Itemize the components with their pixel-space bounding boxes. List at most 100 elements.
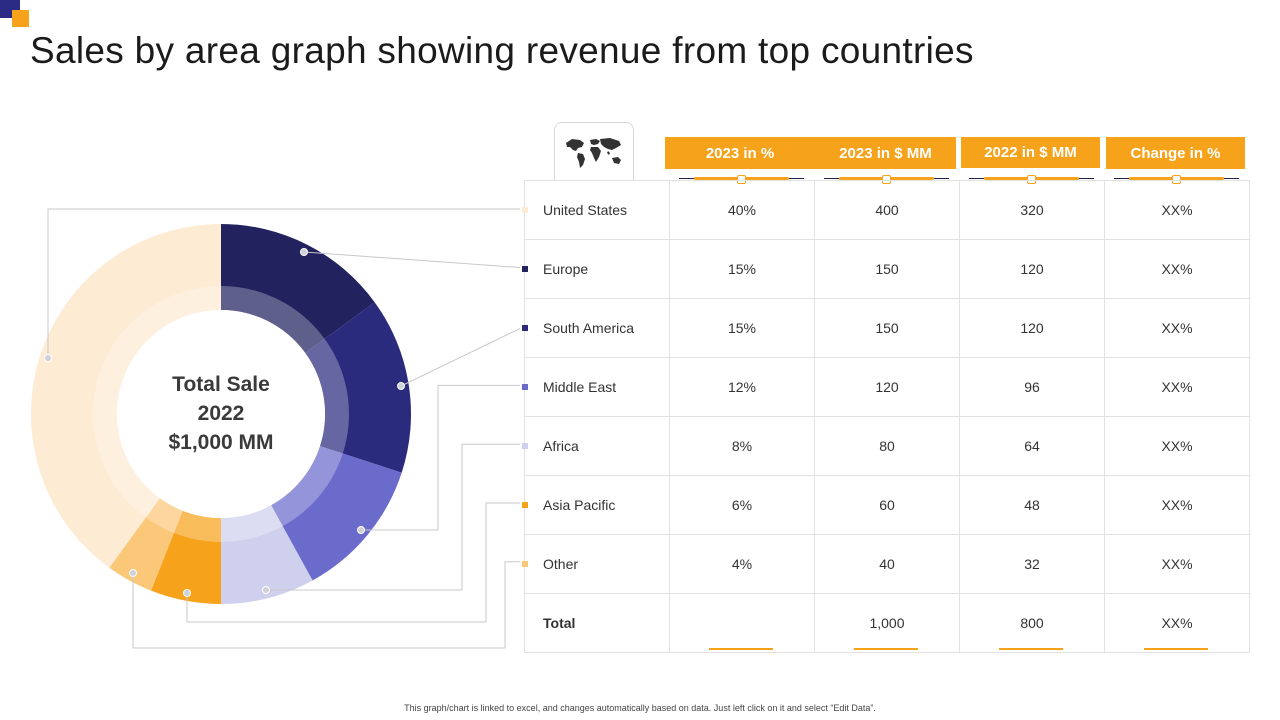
change-cell: XX% [1104, 239, 1250, 299]
row-name-cell: Other [522, 534, 670, 594]
table-row: Africa 8% 80 64 XX% [522, 416, 1250, 476]
leader-line [186, 502, 520, 623]
leader-dot [397, 382, 405, 390]
donut-slice [271, 446, 402, 581]
center-line-3: $1,000 MM [168, 431, 274, 454]
table-row: South America 15% 150 120 XX% [522, 298, 1250, 358]
legend-swatch [522, 384, 528, 390]
row-name: Africa [543, 438, 579, 454]
header-2023-mm: 2023 in $ MM [815, 137, 956, 169]
donut-center-label: Total Sale 2022 $1,000 MM [121, 370, 321, 457]
pct-cell: 6% [669, 475, 815, 535]
v2022-cell: 120 [959, 298, 1105, 358]
row-name-cell: Middle East [522, 357, 670, 417]
leader-dot [44, 354, 52, 362]
row-name-cell: United States [522, 180, 670, 240]
change-cell: XX% [1104, 475, 1250, 535]
row-name: South America [543, 320, 635, 336]
v2023-cell: 400 [814, 180, 960, 240]
donut-inner-ring [93, 286, 349, 542]
total-v2023-cell: 1,000 [814, 593, 960, 653]
v2022-cell: 48 [959, 475, 1105, 535]
row-name: Europe [543, 261, 589, 277]
row-name-cell: South America [522, 298, 670, 358]
pct-cell: 40% [669, 180, 815, 240]
legend-swatch [522, 502, 528, 508]
donut-hole [117, 310, 325, 518]
legend-swatch [522, 207, 528, 213]
footer-note: This graph/chart is linked to excel, and… [404, 703, 876, 713]
header-2022-mm: 2022 in $ MM [961, 137, 1100, 168]
leader-dot [357, 526, 365, 534]
donut-chart [30, 208, 520, 649]
page-title: Sales by area graph showing revenue from… [30, 30, 974, 71]
center-line-2: 2022 [197, 402, 245, 425]
bottom-accent [854, 648, 918, 650]
pct-cell: 12% [669, 357, 815, 417]
center-line-1: Total Sale [172, 373, 270, 396]
leader-dot [300, 248, 308, 256]
legend-swatch [522, 561, 528, 567]
table-row: Asia Pacific 6% 60 48 XX% [522, 475, 1250, 535]
pct-cell: 15% [669, 298, 815, 358]
row-name-cell: Asia Pacific [522, 475, 670, 535]
v2022-cell: 120 [959, 239, 1105, 299]
total-change-cell: XX% [1104, 593, 1250, 653]
table-row: Other 4% 40 32 XX% [522, 534, 1250, 594]
table-row: Europe 15% 150 120 XX% [522, 239, 1250, 299]
bottom-accent [1144, 648, 1208, 650]
row-name-cell: Europe [522, 239, 670, 299]
legend-swatch [522, 325, 528, 331]
v2023-cell: 80 [814, 416, 960, 476]
table-row: United States 40% 400 320 XX% [522, 180, 1250, 240]
v2023-cell: 60 [814, 475, 960, 535]
total-v2022-cell: 800 [959, 593, 1105, 653]
donut-slice [305, 302, 412, 473]
row-name: Other [543, 556, 579, 572]
world-map-icon [566, 138, 621, 168]
donut-slice [151, 510, 221, 604]
table-row: Middle East 12% 120 96 XX% [522, 357, 1250, 417]
legend-swatch [522, 266, 528, 272]
v2023-cell: 150 [814, 239, 960, 299]
v2022-cell: 64 [959, 416, 1105, 476]
header-change-pct: Change in % [1106, 137, 1245, 169]
leader-dot [129, 569, 137, 577]
leader-line [266, 443, 520, 591]
total-label: Total [524, 593, 670, 653]
leader-line [303, 251, 520, 269]
leader-line [400, 327, 520, 387]
row-name: United States [543, 202, 628, 218]
total-row: Total 1,000 800 XX% [524, 593, 1250, 653]
bottom-accent [999, 648, 1063, 650]
donut-slice [221, 505, 313, 604]
pct-cell: 15% [669, 239, 815, 299]
leader-dot [262, 586, 270, 594]
v2023-cell: 120 [814, 357, 960, 417]
leader-line [132, 561, 520, 649]
v2023-cell: 150 [814, 298, 960, 358]
leader-dot [183, 589, 191, 597]
v2023-cell: 40 [814, 534, 960, 594]
total-pct-cell [669, 593, 815, 653]
change-cell: XX% [1104, 180, 1250, 240]
change-cell: XX% [1104, 416, 1250, 476]
donut-slice [109, 498, 183, 591]
legend-swatch [522, 443, 528, 449]
map-card [554, 122, 634, 181]
row-name-cell: Africa [522, 416, 670, 476]
change-cell: XX% [1104, 298, 1250, 358]
leader-line [361, 384, 520, 531]
donut-slice [30, 224, 221, 568]
v2022-cell: 96 [959, 357, 1105, 417]
v2022-cell: 320 [959, 180, 1105, 240]
change-cell: XX% [1104, 357, 1250, 417]
row-name: Asia Pacific [543, 497, 616, 513]
donut-slice [221, 224, 375, 353]
pct-cell: 8% [669, 416, 815, 476]
row-name: Middle East [543, 379, 617, 395]
pct-cell: 4% [669, 534, 815, 594]
header-2023-pct: 2023 in % [665, 137, 815, 169]
change-cell: XX% [1104, 534, 1250, 594]
sales-table: United States 40% 400 320 XX% Europe 15%… [522, 180, 1250, 653]
